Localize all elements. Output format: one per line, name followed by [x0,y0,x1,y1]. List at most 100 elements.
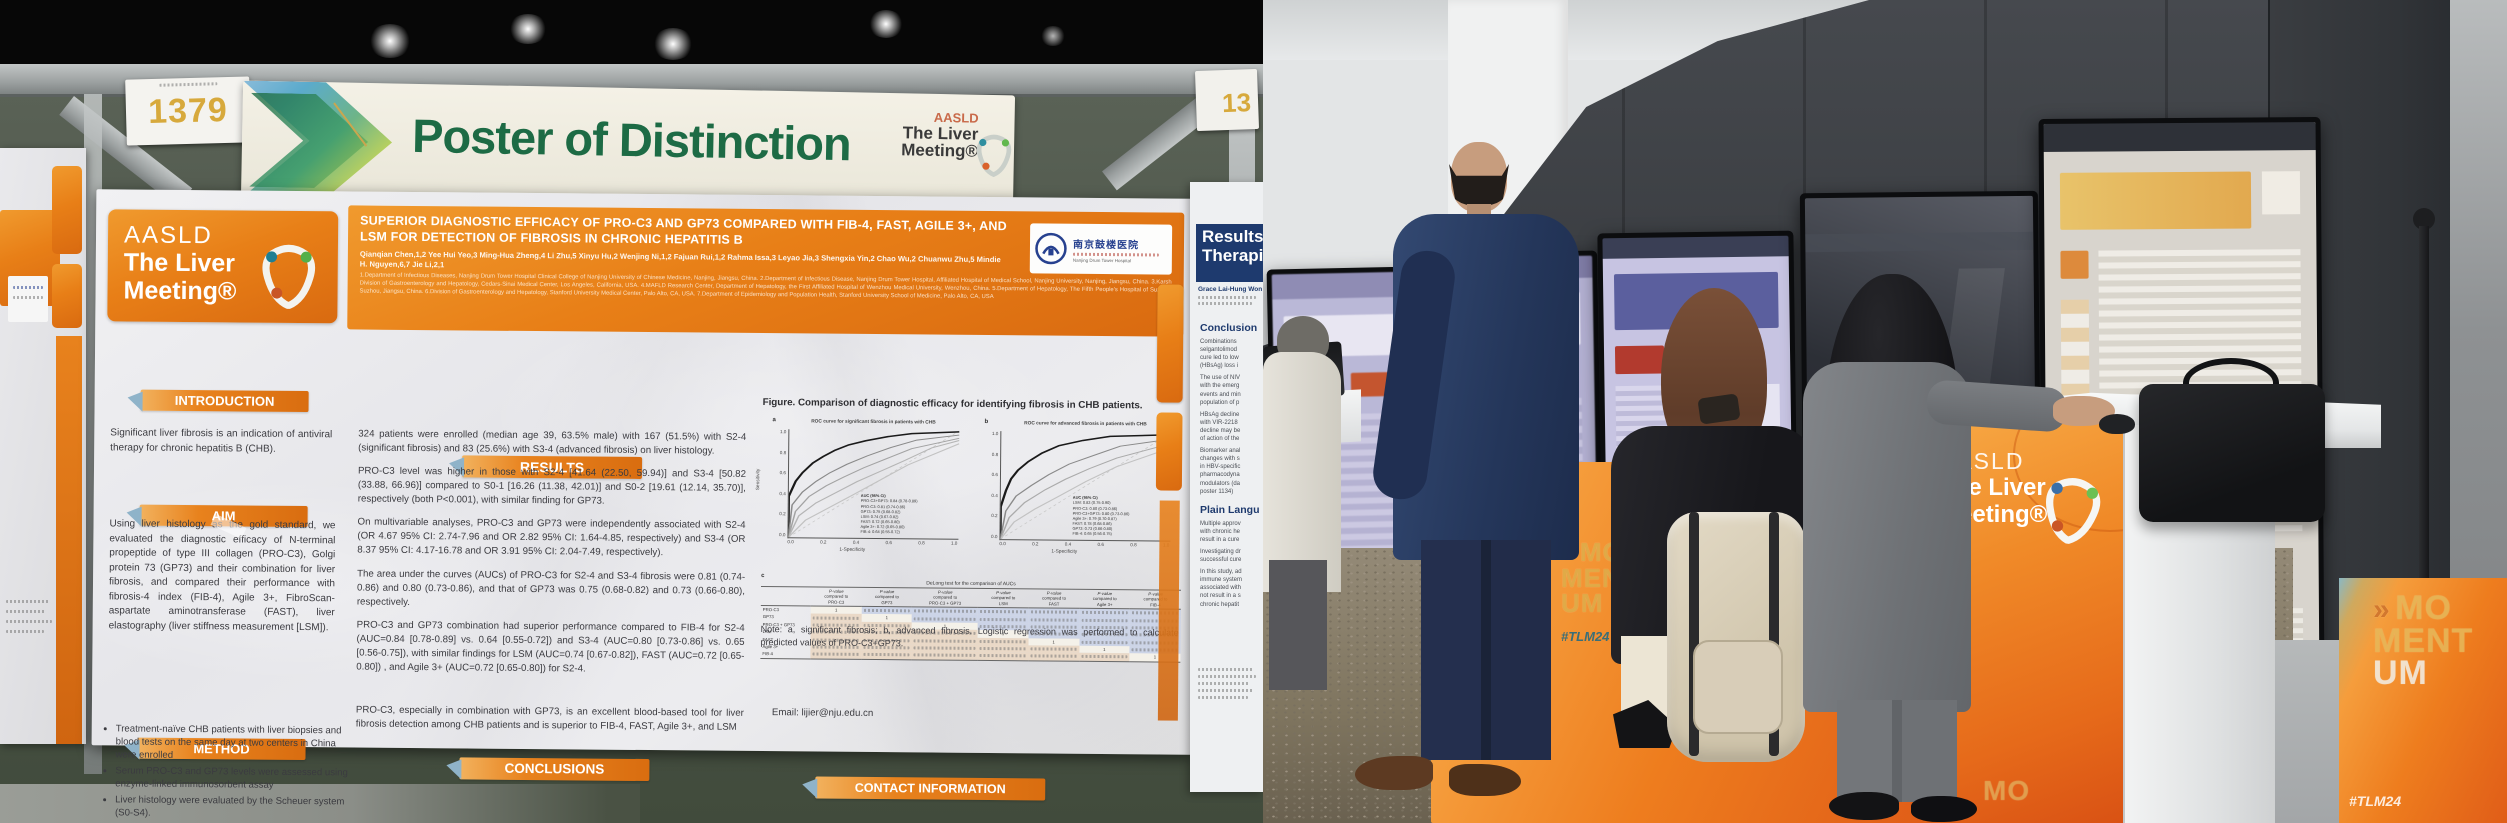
xtick: 0.0 [787,539,794,545]
board-number: 1379 [147,90,229,132]
ytick: 0.8 [991,451,999,457]
fragment-orange-strip [56,336,82,744]
poster-logo-org: AASLD [123,221,213,250]
poster-title: SUPERIOR DIAGNOSTIC EFFICACY OF PRO-C3 A… [359,213,1007,247]
person3-pants [1837,700,1957,802]
fragment-body-text [6,620,52,623]
fragment-affiliation [1198,302,1252,305]
kiosk-corner-panel: » MO MENT UM #TLM24 [2339,578,2507,823]
section-contact-heading: CONTACT INFORMATION [815,776,1046,801]
xtick: 0.2 [1032,541,1039,547]
momentum-line: UM [2373,653,2428,692]
roc-a-xlabel: 1-Specificity [839,547,866,553]
figure-caption: Figure. Comparison of diagnostic efficac… [762,397,1143,412]
hashtag-tlm24-corner: #TLM24 [2349,793,2402,809]
person1-shoe-left [1355,756,1433,790]
momentum-chevrons-icon: » [2373,593,2391,626]
poster-aasld-mark-icon [262,244,316,310]
momentum-line: MO [2395,589,2452,627]
roc-a-yticks: 1.0 0.8 0.6 0.4 0.2 0.0 [773,429,786,537]
poster-of-distinction-banner: Poster of Distinction AASLD The Liver Me… [240,80,1016,214]
ytick: 0.8 [779,449,787,455]
ytick: 0.6 [779,470,787,476]
fragment-header-band: Results Therapie [1196,224,1263,282]
fragment-title-line1: Results [1202,227,1263,246]
momentum-wordmark-corner: » MO MENT UM [2373,589,2473,692]
banner-title: Poster of Distinction [411,108,852,171]
ceiling-light [368,24,412,58]
adjacent-poster-left-fragment [0,148,86,744]
roc-panel-a-label: a [772,417,776,424]
person2-hairclip [1697,393,1741,425]
xtick: 0.4 [1064,541,1072,547]
ytick: 0.6 [991,472,999,478]
fragment-logo-text [13,286,43,289]
board-number-tag: 1379 [125,76,251,146]
bag-handle [2183,358,2279,408]
fragment-aasld-sticker [52,264,82,328]
hashtag-tlm24: #TLM24 [1561,629,1610,645]
fragment-bullet: The use of NIV with the emerg events and… [1200,375,1241,406]
xtick: 0.2 [820,539,827,545]
fragment-body-text [6,630,44,633]
roc-a-plot: AUC (95% CI) PRO-C3+GP73: 0.84 (0.78-0.8… [787,429,960,540]
ceiling-light [1040,26,1066,46]
results-paragraph: On multivariable analyses, PRO-C3 and GP… [357,516,746,559]
kiosk-aasld-mark-icon [2046,478,2101,545]
roc-a-curves [787,430,960,538]
fragment-bullet: Combinations selgantolimod cure led to l… [1200,339,1239,370]
fragment-conclusion-block: Conclusion Combinations selgantolimod cu… [1200,322,1263,609]
conclusions-body: PRO-C3, especially in combination with G… [355,704,744,733]
person3-flat-right [1911,796,1977,822]
roc-a-legend: AUC (95% CI) PRO-C3+GP73: 0.84 (0.78-0.8… [860,493,956,534]
board-number-tag-partial: 13 [1194,68,1260,132]
hospital-name-en: Nanjing Drum Tower Hospital [1072,257,1132,263]
right-photo-eposter-kiosk: » MO MENT UM #TLM24 AASLD The Liver Meet… [1263,0,2507,823]
roc-b-yticks: 1.0 0.8 0.6 0.4 0.2 0.0 [985,431,998,539]
roc-panel-b-title: ROC curve for advanced fibrosis in patie… [1024,421,1147,428]
computer-mouse [2099,414,2135,434]
ceiling-light [652,28,694,60]
fragment-bullet: Biomarker anal changes with s in HBV-spe… [1200,448,1241,495]
ytick: 0.0 [991,533,998,540]
poster-logo-line1: The Liver [123,248,236,278]
results-paragraph: 324 patients were enrolled (median age 3… [358,428,747,457]
main-poster: AASLD The Liver Meeting® SUPERIOR DIAGNO… [91,189,1197,818]
fragment-distinction-sticker [52,166,82,254]
fragment-bullet: HBsAg decline with VIR-2218 decline may … [1200,411,1241,443]
roc-panel-a-title: ROC curve for significant fibrosis in pa… [811,419,936,426]
banner-logo-line2: Meeting® [901,140,979,161]
poster-aasld-sticker [1155,412,1183,491]
board-number-partial: 13 [1221,87,1252,119]
person2-backpack-strap [1769,512,1779,756]
fragment-title-line2: Therapie [1202,245,1263,265]
hospital-emblem-icon [1035,232,1067,265]
figure-note: Note: a, significant fibrosis; b, advanc… [760,624,1179,648]
fragment-plain-heading: Plain Langu [1200,503,1260,516]
legend-entry: FIB-4: 0.65 (0.56-0.75) [1072,530,1112,537]
ytick: 1.0 [779,429,787,435]
fragment-affiliation [1198,296,1256,299]
roc-b-plot: AUC (95% CI) LSM: 0.83 (0.75-0.90) PRO-C… [999,431,1172,542]
hospital-logo-box: 南京鼓楼医院 Nanjing Drum Tower Hospital [1029,223,1173,275]
fragment-body-text [6,610,46,613]
fragment-bullet: Multiple approv with chronic he result i… [1200,520,1241,543]
xtick: 0.8 [1130,542,1137,548]
person1-legs [1421,540,1551,760]
method-bullet-list: Treatment-naïve CHB patients with liver … [99,723,350,822]
ytick: 0.0 [779,532,786,538]
poster-side-strip [1157,500,1180,721]
results-paragraphs: 324 patients were enrolled (median age 3… [356,428,746,678]
left-photo-poster-board: 1379 13 Poster of Distinction AASLD The … [0,0,1263,823]
roc-panel-a: a ROC curve for significant fibrosis in … [756,417,968,569]
banner-logo: AASLD The Liver Meeting® [889,109,1012,201]
ytick: 0.4 [779,490,786,497]
xtick: 1.0 [950,540,958,546]
floor-strip [0,784,640,823]
banner-chevron-graphic [241,81,393,202]
method-bullet: Liver histology were evaluated by the Sc… [115,794,349,822]
legend-entry: FIB-4: 0.64 (0.55-0.72) [860,528,900,535]
fragment-references [1198,689,1254,692]
stanchion-pole [2419,226,2429,616]
